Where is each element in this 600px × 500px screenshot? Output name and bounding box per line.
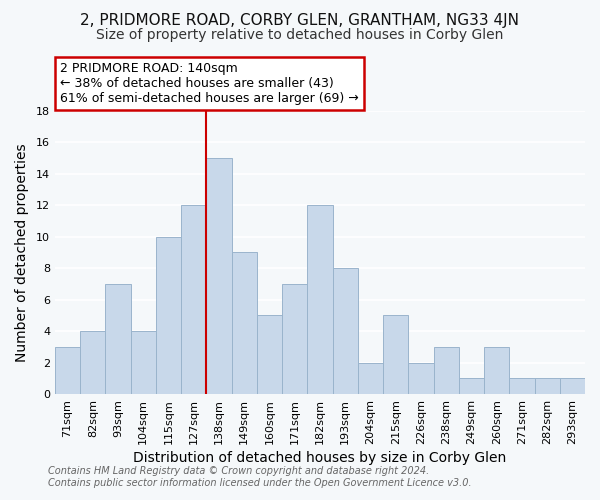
Text: 2, PRIDMORE ROAD, CORBY GLEN, GRANTHAM, NG33 4JN: 2, PRIDMORE ROAD, CORBY GLEN, GRANTHAM, … xyxy=(80,12,520,28)
Bar xyxy=(459,378,484,394)
Bar xyxy=(106,284,131,394)
Bar xyxy=(282,284,307,394)
Bar xyxy=(358,362,383,394)
Bar xyxy=(383,316,409,394)
X-axis label: Distribution of detached houses by size in Corby Glen: Distribution of detached houses by size … xyxy=(133,451,506,465)
Bar xyxy=(535,378,560,394)
Bar xyxy=(307,205,332,394)
Bar xyxy=(257,316,282,394)
Y-axis label: Number of detached properties: Number of detached properties xyxy=(15,143,29,362)
Text: Contains HM Land Registry data © Crown copyright and database right 2024.
Contai: Contains HM Land Registry data © Crown c… xyxy=(48,466,472,487)
Bar xyxy=(484,347,509,394)
Bar xyxy=(332,268,358,394)
Bar xyxy=(232,252,257,394)
Bar xyxy=(409,362,434,394)
Bar xyxy=(206,158,232,394)
Text: 2 PRIDMORE ROAD: 140sqm
← 38% of detached houses are smaller (43)
61% of semi-de: 2 PRIDMORE ROAD: 140sqm ← 38% of detache… xyxy=(60,62,359,105)
Bar xyxy=(80,331,106,394)
Bar xyxy=(156,236,181,394)
Bar xyxy=(181,205,206,394)
Bar xyxy=(131,331,156,394)
Bar xyxy=(509,378,535,394)
Bar xyxy=(434,347,459,394)
Text: Size of property relative to detached houses in Corby Glen: Size of property relative to detached ho… xyxy=(97,28,503,42)
Bar xyxy=(55,347,80,394)
Bar xyxy=(560,378,585,394)
